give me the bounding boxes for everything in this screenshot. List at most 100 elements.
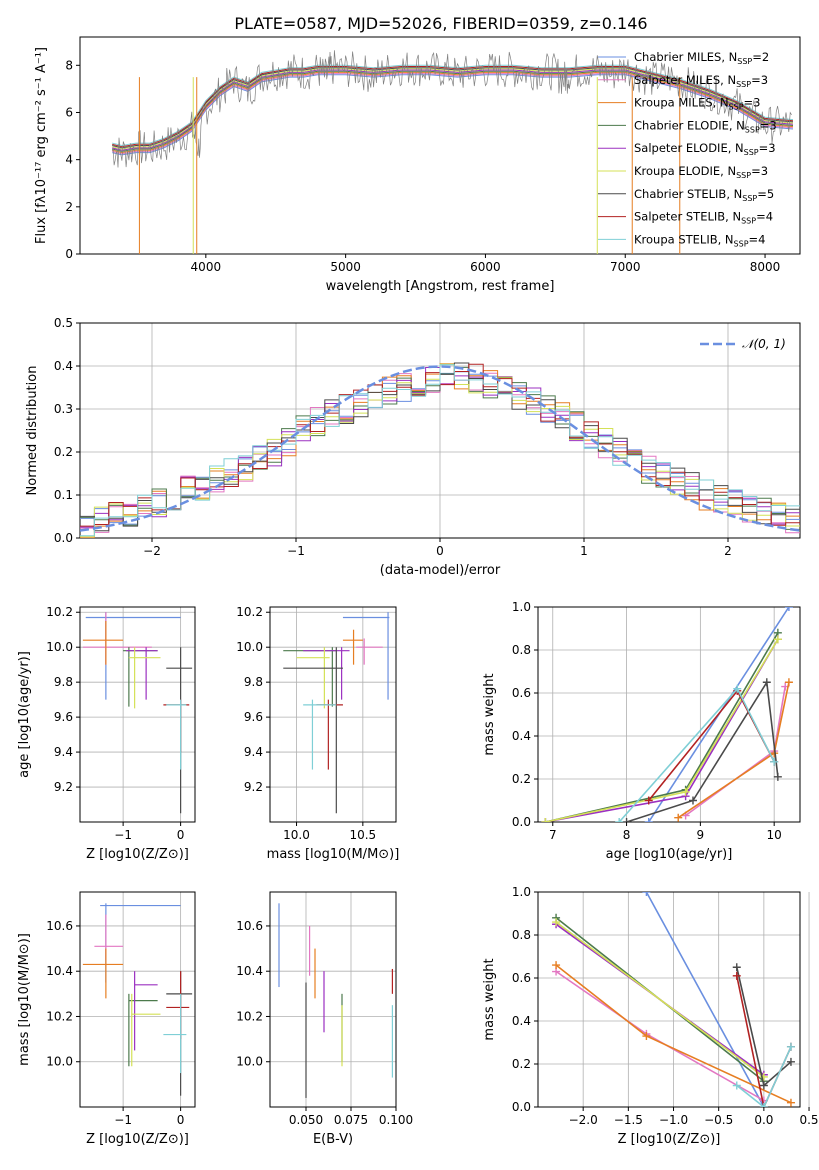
legend-nssp-value: =5 — [757, 187, 774, 201]
weight-marker — [773, 635, 782, 644]
y-axis-label: Flux [fλ10⁻¹⁷ erg cm⁻² s⁻¹ A⁻¹] — [34, 47, 49, 244]
weight-marker — [732, 1081, 741, 1090]
residual-histograms — [80, 362, 800, 538]
x-axis-label: Z [log10(Z/Z⊙)] — [86, 847, 189, 862]
weight-marker — [688, 796, 697, 805]
axes-frame — [269, 891, 397, 1108]
residual-histogram-step — [80, 364, 800, 537]
y-tick-label: 0.0 — [512, 1100, 531, 1114]
x-tick-label: 2 — [724, 544, 732, 558]
x-tick-label: 8000 — [750, 260, 781, 274]
x-axis-label: mass [log10(M/M⊙)] — [267, 847, 400, 862]
y-tick-label: 0.2 — [512, 772, 531, 786]
x-tick-label: 10 — [767, 828, 782, 842]
x-axis-label: Z [log10(Z/Z⊙)] — [618, 1132, 721, 1147]
x-axis-label: E(B-V) — [313, 1132, 353, 1147]
y-tick-label: 10.4 — [236, 964, 263, 978]
x-tick-label: 0.075 — [334, 1113, 368, 1127]
spectrum-axes: 4000 5000 6000 7000 8000 0 2 4 6 8 wavelength [Ang… — [34, 36, 801, 294]
legend-subscript: SSP — [745, 125, 760, 134]
x-tick-label: 0.050 — [289, 1113, 323, 1127]
model-spectrum-line — [112, 64, 794, 147]
legend-label: Kroupa ELODIE, NSSP=3 — [634, 164, 768, 180]
x-tick-label: −2.0 — [569, 1113, 598, 1127]
figure-title: PLATE=0587, MJD=52026, FIBERID=0359, z=0… — [234, 14, 647, 33]
y-tick-label: 0.5 — [54, 316, 73, 330]
x-tick-label: 7 — [549, 828, 557, 842]
axes-frame — [537, 891, 801, 1108]
weight-marker — [786, 1042, 795, 1051]
weight_vs_Z-axes: −2.0 −1.5 −1.0 −0.5 0.0 0.5 0.0 0.2 0.4 0.6 0.8 1.0… — [482, 885, 819, 1147]
weight-marker — [732, 971, 741, 980]
x-tick-label: 0.0 — [754, 1113, 773, 1127]
model-spectrum-line — [112, 67, 794, 149]
spectrum-legend: Chabrier MILES, NSSP=2 Salpeter MILES, NS… — [598, 50, 777, 248]
x-tick-label: −1 — [287, 544, 305, 558]
x-tick-label: 0 — [177, 828, 185, 842]
y-axis-label: mass [log10(M/M⊙)] — [17, 933, 32, 1066]
y-tick-label: 0.6 — [512, 971, 531, 985]
weight-marker — [773, 772, 782, 781]
legend-subscript: SSP — [741, 217, 756, 226]
weight-marker — [644, 796, 653, 805]
legend-nssp-value: =3 — [759, 141, 776, 155]
model-spectrum-line — [112, 74, 794, 156]
weight-marker — [642, 1032, 651, 1041]
x-tick-label: −1.0 — [659, 1113, 688, 1127]
weight-line — [545, 632, 779, 822]
age_vs_Z-axes: −1 0 9.2 9.4 9.6 9.8 10.0 10.2 Z [log10(Z/Z⊙)] ag… — [17, 605, 196, 862]
weight-marker — [552, 961, 561, 970]
weight-line — [736, 1046, 792, 1107]
legend-subscript: SSP — [742, 194, 757, 203]
x-tick-label: −2 — [143, 544, 161, 558]
y-tick-label: 6 — [65, 105, 73, 119]
y-tick-label: 10.0 — [236, 640, 263, 654]
weight_vs_age-series — [541, 607, 793, 822]
x-tick-label: 10.5 — [349, 828, 376, 842]
weight-line — [555, 970, 765, 1102]
y-tick-label: 0.0 — [512, 815, 531, 829]
weight-marker — [615, 818, 624, 822]
age_vs_mass-points — [283, 612, 390, 814]
mass_vs_ebv-axes: 0.050 0.075 0.100 10.0 10.2 10.4 10.6 E(B-V) — [236, 891, 413, 1147]
weight-marker — [622, 818, 631, 822]
axes-frame — [537, 606, 801, 823]
weight-line — [626, 679, 779, 822]
weight-marker — [541, 818, 550, 822]
x-tick-label: −1.5 — [614, 1113, 643, 1127]
legend-label: Chabrier STELIB, NSSP=5 — [634, 187, 774, 203]
x-tick-label: −0.5 — [704, 1113, 733, 1127]
model-spectrum-line — [112, 66, 794, 148]
y-tick-label: 0.1 — [54, 488, 73, 502]
weight-marker — [552, 918, 561, 927]
weight-marker — [786, 1057, 795, 1066]
legend-label: Salpeter ELODIE, NSSP=3 — [634, 141, 776, 157]
x-tick-label: 0 — [177, 1113, 185, 1127]
axes-frame — [79, 606, 196, 823]
y-tick-label: 9.4 — [54, 745, 73, 759]
axes-frame — [79, 36, 801, 255]
weight-marker — [642, 892, 651, 896]
y-tick-label: 10.0 — [236, 1055, 263, 1069]
legend-subscript: SSP — [744, 148, 759, 157]
legend-nssp-value: =2 — [752, 50, 769, 64]
weight-marker — [759, 1103, 768, 1107]
legend-nssp-value: =3 — [760, 118, 777, 132]
x-tick-label: 4000 — [191, 260, 222, 274]
legend-subscript: SSP — [737, 57, 752, 66]
y-tick-label: 0.2 — [54, 445, 73, 459]
y-tick-label: 0.4 — [512, 729, 531, 743]
weight-marker — [784, 678, 793, 687]
y-tick-label: 0.8 — [512, 643, 531, 657]
y-axis-label: mass weight — [482, 673, 497, 755]
y-tick-label: 9.8 — [244, 675, 263, 689]
weight-marker — [674, 813, 683, 822]
x-tick-label: 5000 — [330, 260, 361, 274]
y-tick-label: 0.3 — [54, 402, 73, 416]
y-tick-label: 10.2 — [236, 605, 263, 619]
y-axis-label: Normed distribution — [25, 366, 40, 496]
y-tick-label: 10.0 — [46, 1055, 73, 1069]
x-tick-label: 7000 — [610, 260, 641, 274]
weight-marker — [681, 787, 690, 796]
